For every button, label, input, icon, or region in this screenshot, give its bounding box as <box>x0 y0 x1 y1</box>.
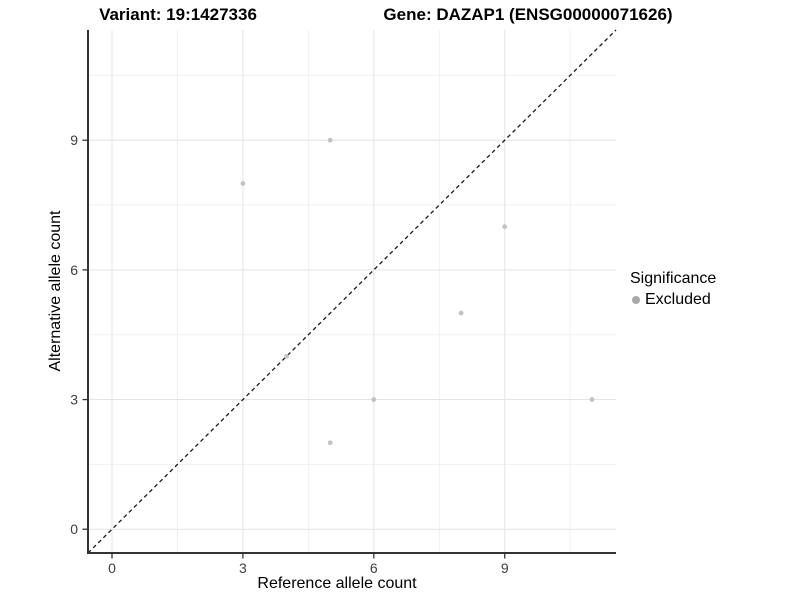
plot-title-variant: Variant: 19:1427336 <box>99 5 257 24</box>
data-point <box>458 310 464 316</box>
x-tick-label: 9 <box>501 560 509 576</box>
x-axis-title: Reference allele count <box>257 575 417 592</box>
data-point <box>327 137 333 143</box>
y-tick-label: 3 <box>70 392 78 408</box>
legend-item-excluded: Excluded <box>630 291 716 309</box>
x-tick-label: 0 <box>108 560 116 576</box>
data-point <box>327 440 333 446</box>
y-tick-label: 0 <box>70 521 78 537</box>
legend-item-label: Excluded <box>645 291 711 308</box>
y-axis-title: Alternative allele count <box>47 210 64 372</box>
identity-dashed-line <box>87 29 617 554</box>
legend-title: Significance <box>630 270 717 287</box>
legend-point-icon <box>632 296 640 304</box>
y-tick-label: 6 <box>70 262 78 278</box>
legend: Significance Excluded <box>630 270 716 309</box>
plot-title-gene: Gene: DAZAP1 (ENSG00000071626) <box>383 5 673 24</box>
x-tick-label: 3 <box>239 560 247 576</box>
data-point <box>371 397 377 402</box>
data-point <box>284 353 289 359</box>
data-point <box>502 224 508 230</box>
y-tick-label: 9 <box>70 132 78 148</box>
data-point <box>240 181 246 186</box>
x-tick-label: 6 <box>370 560 378 576</box>
data-point <box>589 397 595 402</box>
